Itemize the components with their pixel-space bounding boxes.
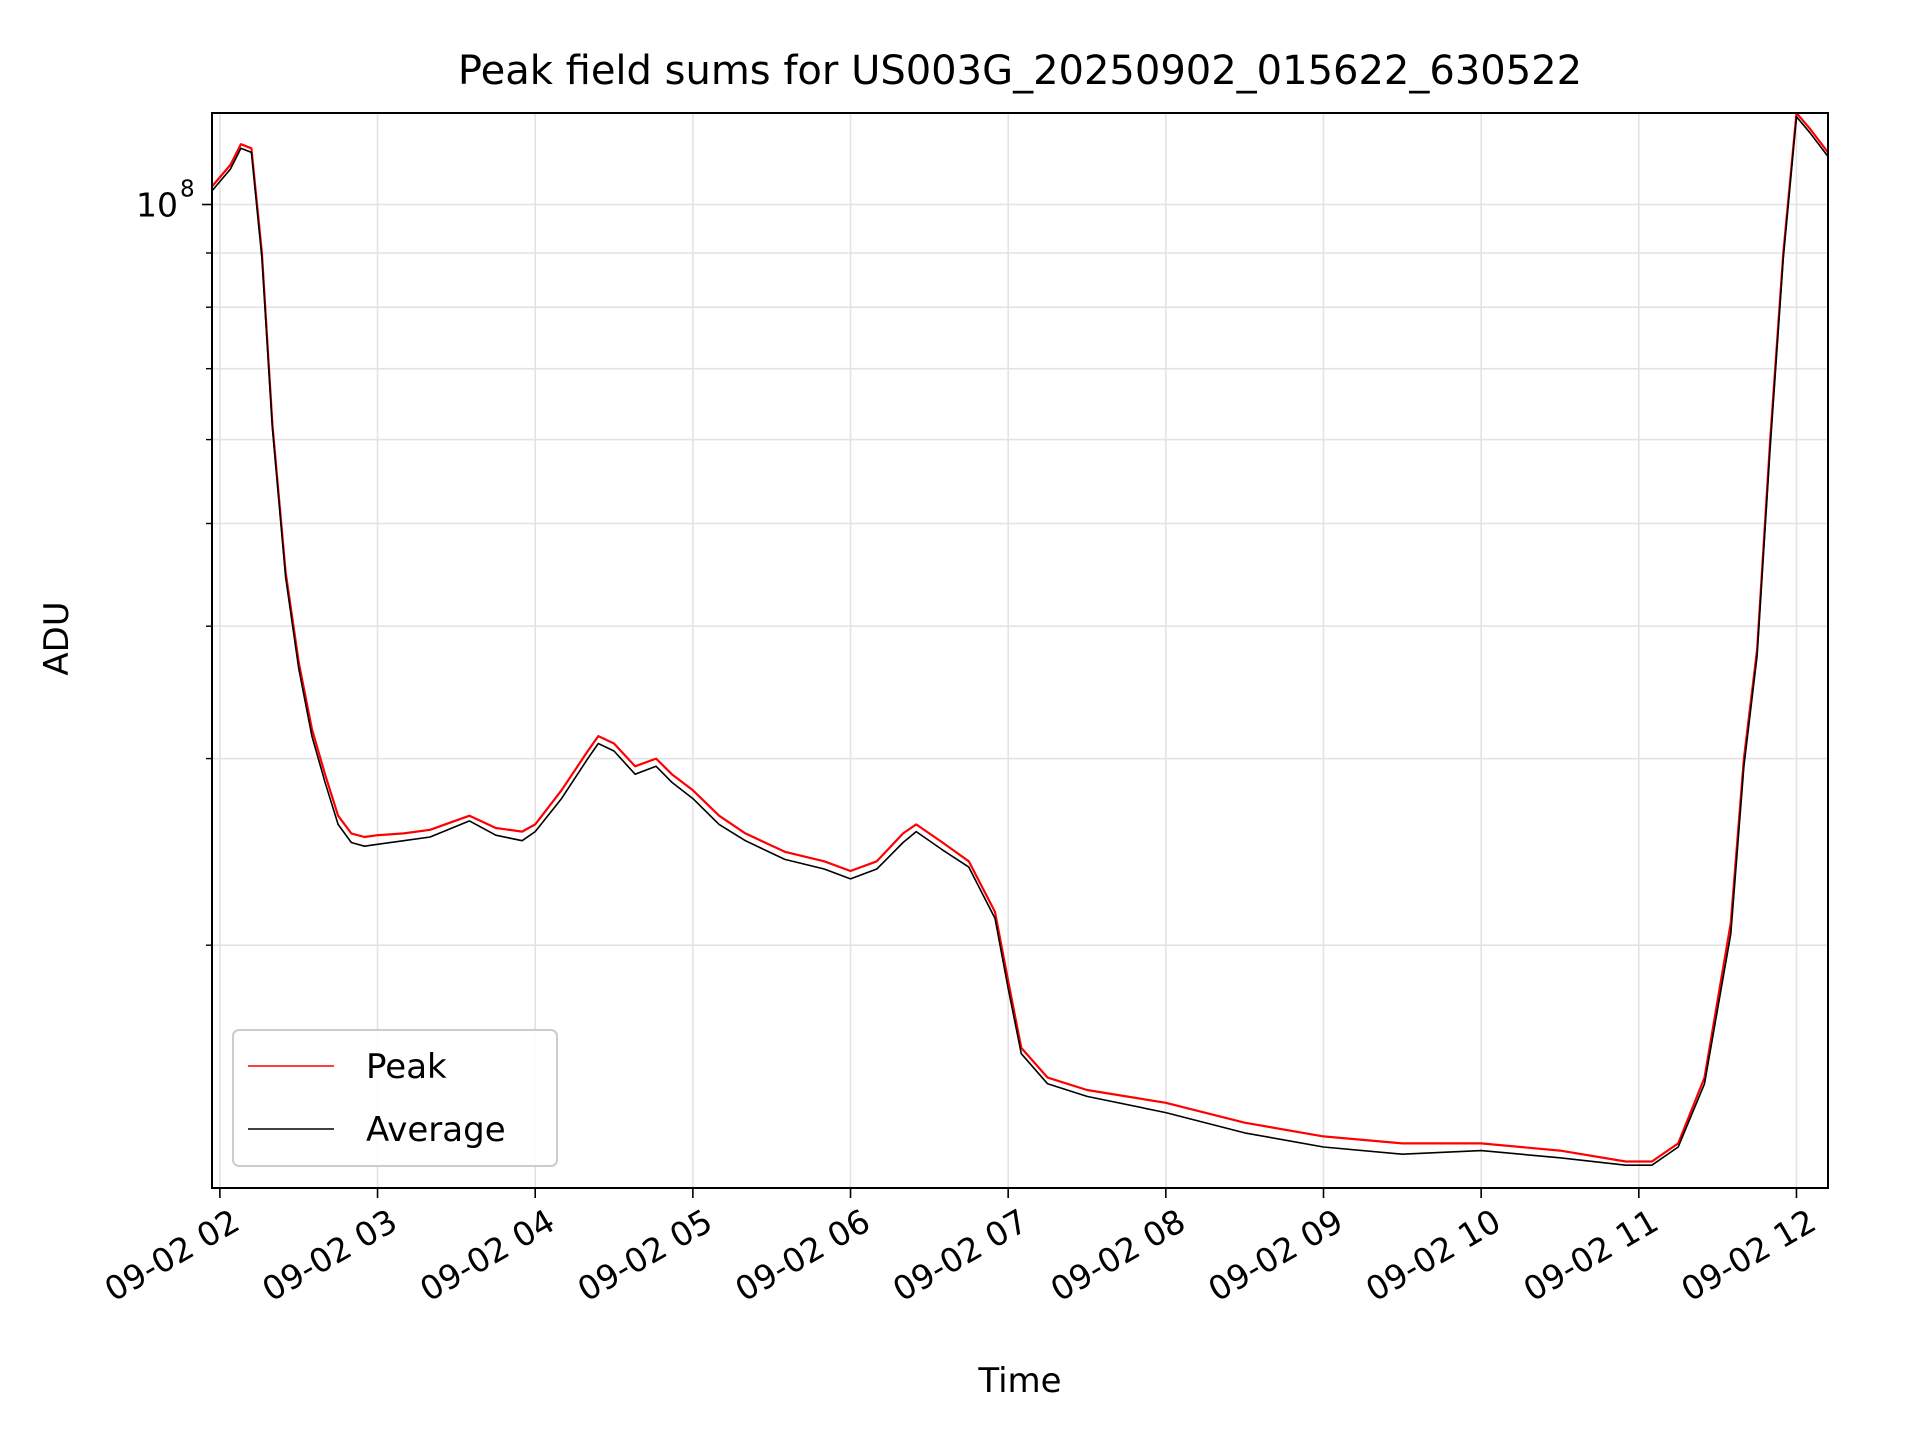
y-tick-label-exponent: 8 bbox=[180, 177, 195, 203]
legend-box bbox=[232, 1029, 558, 1167]
chart-title: Peak field sums for US003G_20250902_0156… bbox=[458, 48, 1582, 94]
legend-label-peak: Peak bbox=[366, 1047, 447, 1087]
y-tick-label: 10 bbox=[136, 186, 178, 225]
plot-frame bbox=[211, 112, 1829, 1189]
series-line-average bbox=[212, 116, 1828, 1166]
legend-label-average: Average bbox=[366, 1110, 506, 1150]
y-axis-label: ADU bbox=[37, 601, 77, 675]
series-line-peak bbox=[212, 113, 1828, 1163]
x-axis-label: Time bbox=[977, 1361, 1061, 1401]
legend: Peak Average bbox=[232, 1029, 558, 1167]
series-lines bbox=[212, 113, 1828, 1166]
grid-lines bbox=[212, 113, 1828, 1188]
